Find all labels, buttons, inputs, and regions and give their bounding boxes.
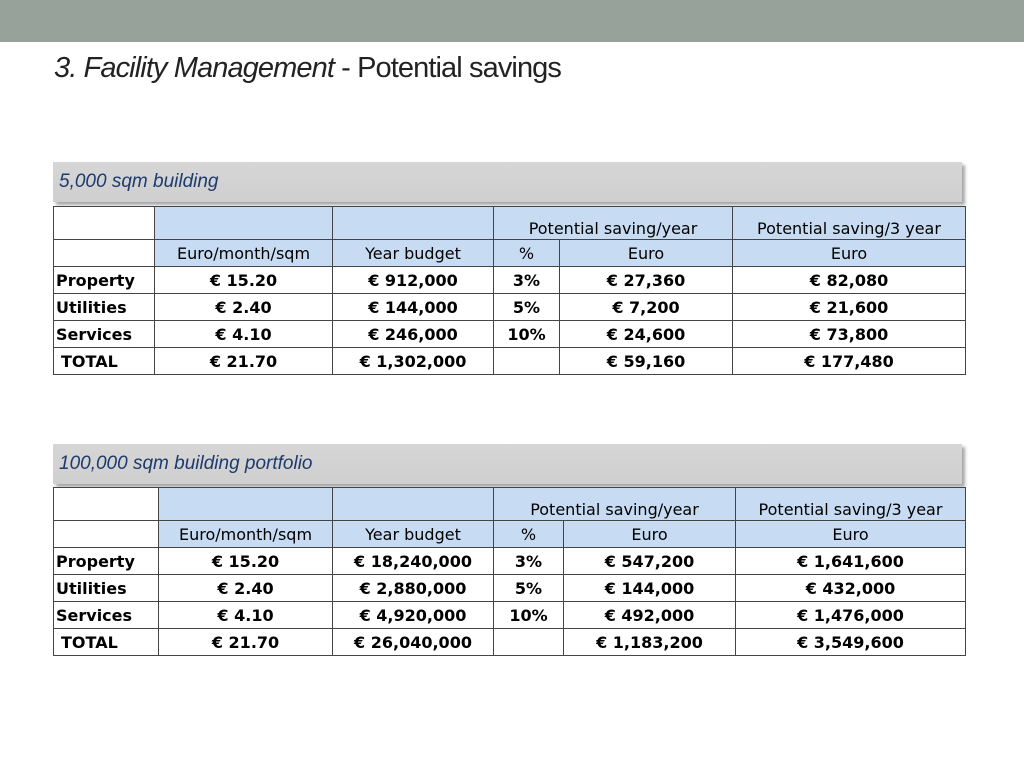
- subheader-cell-percent: %: [493, 520, 564, 548]
- header-cell-saving-year: Potential saving/year: [493, 206, 733, 240]
- row-label: Property: [53, 266, 155, 294]
- subheader-cell-euro-month-sqm: Euro/month/sqm: [158, 520, 333, 548]
- savings-table-5000-sqm: Potential saving/year Potential saving/3…: [53, 206, 966, 375]
- cell-budget: € 26,040,000: [332, 628, 494, 656]
- header-cell: [332, 206, 494, 240]
- cell-saving-year: € 24,600: [559, 320, 733, 348]
- table-row-total: TOTAL € 21.70 € 26,040,000 € 1,183,200 €…: [53, 628, 966, 656]
- header-cell-saving-3year: Potential saving/3 year: [732, 206, 966, 240]
- cell-budget: € 144,000: [332, 293, 494, 321]
- section-header-5000-sqm: 5,000 sqm building: [53, 162, 962, 202]
- cell-rate: € 21.70: [154, 347, 333, 375]
- table-header-row: Potential saving/year Potential saving/3…: [53, 487, 966, 521]
- cell-percent: [493, 628, 564, 656]
- cell-rate: € 4.10: [154, 320, 333, 348]
- cell-budget: € 912,000: [332, 266, 494, 294]
- cell-saving-3year: € 177,480: [732, 347, 966, 375]
- cell-percent: 5%: [493, 293, 560, 321]
- table-subheader-row: Euro/month/sqm Year budget % Euro Euro: [53, 239, 966, 267]
- slide-title-italic: 3. Facility Management: [54, 52, 335, 84]
- cell-rate: € 15.20: [158, 547, 333, 575]
- cell-saving-3year: € 82,080: [732, 266, 966, 294]
- header-cell-corner: [53, 487, 159, 521]
- slide-title: 3. Facility Management - Potential savin…: [54, 52, 562, 85]
- cell-saving-3year: € 432,000: [735, 574, 966, 602]
- section-header-100000-sqm: 100,000 sqm building portfolio: [53, 444, 962, 484]
- cell-budget: € 18,240,000: [332, 547, 494, 575]
- top-bar: [0, 0, 1024, 42]
- cell-saving-3year: € 21,600: [732, 293, 966, 321]
- cell-percent: 10%: [493, 601, 564, 629]
- subheader-cell-euro-3year: Euro: [735, 520, 966, 548]
- cell-saving-year: € 1,183,200: [563, 628, 736, 656]
- subheader-cell-euro-month-sqm: Euro/month/sqm: [154, 239, 333, 267]
- row-label: Services: [53, 601, 159, 629]
- header-cell: [158, 487, 333, 521]
- cell-percent: 5%: [493, 574, 564, 602]
- cell-rate: € 15.20: [154, 266, 333, 294]
- cell-budget: € 1,302,000: [332, 347, 494, 375]
- subheader-cell-corner: [53, 239, 155, 267]
- header-cell-saving-3year: Potential saving/3 year: [735, 487, 966, 521]
- cell-rate: € 4.10: [158, 601, 333, 629]
- cell-saving-year: € 144,000: [563, 574, 736, 602]
- cell-rate: € 21.70: [158, 628, 333, 656]
- cell-rate: € 2.40: [158, 574, 333, 602]
- subheader-cell-corner: [53, 520, 159, 548]
- row-label: TOTAL: [53, 347, 155, 375]
- table-row-services: Services € 4.10 € 246,000 10% € 24,600 €…: [53, 320, 966, 348]
- cell-percent: 3%: [493, 266, 560, 294]
- subheader-cell-year-budget: Year budget: [332, 239, 494, 267]
- cell-budget: € 4,920,000: [332, 601, 494, 629]
- cell-saving-year: € 547,200: [563, 547, 736, 575]
- table-subheader-row: Euro/month/sqm Year budget % Euro Euro: [53, 520, 966, 548]
- header-cell-corner: [53, 206, 155, 240]
- table-row-property: Property € 15.20 € 18,240,000 3% € 547,2…: [53, 547, 966, 575]
- subheader-cell-euro-year: Euro: [559, 239, 733, 267]
- table-row-utilities: Utilities € 2.40 € 144,000 5% € 7,200 € …: [53, 293, 966, 321]
- subheader-cell-percent: %: [493, 239, 560, 267]
- row-label: Utilities: [53, 293, 155, 321]
- subheader-cell-euro-year: Euro: [563, 520, 736, 548]
- header-cell: [154, 206, 333, 240]
- cell-percent: [493, 347, 560, 375]
- cell-rate: € 2.40: [154, 293, 333, 321]
- table-row-total: TOTAL € 21.70 € 1,302,000 € 59,160 € 177…: [53, 347, 966, 375]
- table-row-property: Property € 15.20 € 912,000 3% € 27,360 €…: [53, 266, 966, 294]
- table-row-services: Services € 4.10 € 4,920,000 10% € 492,00…: [53, 601, 966, 629]
- cell-saving-year: € 59,160: [559, 347, 733, 375]
- cell-budget: € 246,000: [332, 320, 494, 348]
- row-label: Property: [53, 547, 159, 575]
- cell-saving-year: € 7,200: [559, 293, 733, 321]
- subheader-cell-year-budget: Year budget: [332, 520, 494, 548]
- cell-saving-year: € 492,000: [563, 601, 736, 629]
- cell-saving-3year: € 1,641,600: [735, 547, 966, 575]
- cell-saving-3year: € 1,476,000: [735, 601, 966, 629]
- cell-percent: 10%: [493, 320, 560, 348]
- cell-saving-3year: € 73,800: [732, 320, 966, 348]
- header-cell-saving-year: Potential saving/year: [493, 487, 736, 521]
- header-cell: [332, 487, 494, 521]
- row-label: TOTAL: [53, 628, 159, 656]
- cell-saving-year: € 27,360: [559, 266, 733, 294]
- subheader-cell-euro-3year: Euro: [732, 239, 966, 267]
- savings-table-100000-sqm: Potential saving/year Potential saving/3…: [53, 487, 966, 656]
- table-row-utilities: Utilities € 2.40 € 2,880,000 5% € 144,00…: [53, 574, 966, 602]
- slide-title-rest: - Potential savings: [334, 52, 562, 84]
- table-header-row: Potential saving/year Potential saving/3…: [53, 206, 966, 240]
- cell-saving-3year: € 3,549,600: [735, 628, 966, 656]
- cell-budget: € 2,880,000: [332, 574, 494, 602]
- cell-percent: 3%: [493, 547, 564, 575]
- row-label: Utilities: [53, 574, 159, 602]
- row-label: Services: [53, 320, 155, 348]
